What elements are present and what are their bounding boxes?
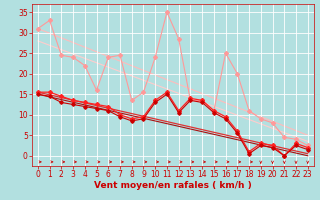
X-axis label: Vent moyen/en rafales ( km/h ): Vent moyen/en rafales ( km/h )	[94, 181, 252, 190]
